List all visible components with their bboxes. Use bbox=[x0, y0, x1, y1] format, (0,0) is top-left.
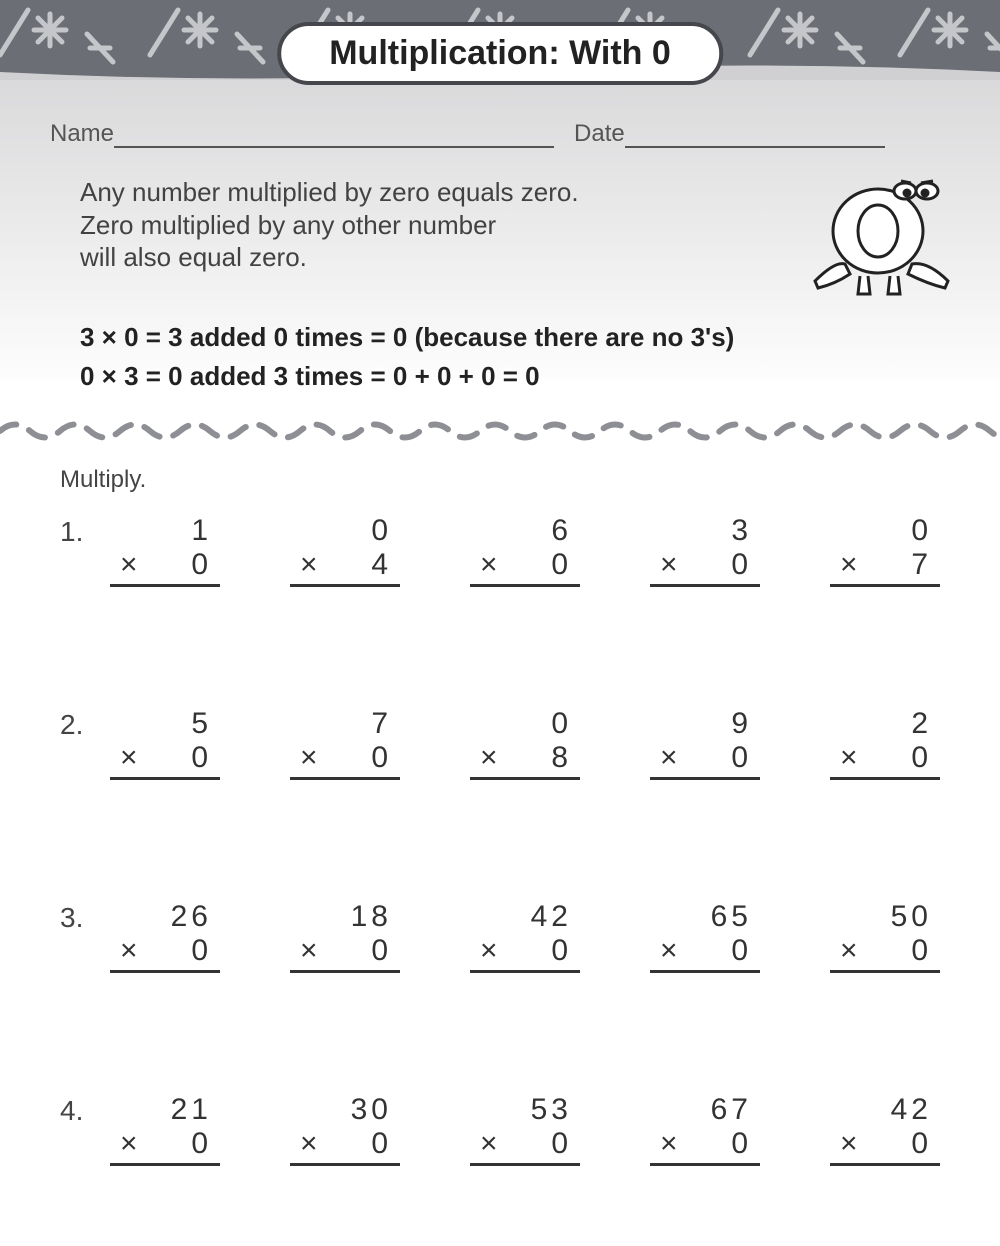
multiplication-problem[interactable]: 7×0 bbox=[290, 707, 400, 780]
row-problems: 21×030×053×067×042×0 bbox=[110, 1093, 940, 1166]
multiplicand: 65 bbox=[650, 900, 760, 934]
multiplicand: 0 bbox=[470, 707, 580, 741]
multiplication-problem[interactable]: 1×0 bbox=[110, 514, 220, 587]
intro-line-3: will also equal zero. bbox=[80, 241, 780, 274]
multiplicand: 18 bbox=[290, 900, 400, 934]
multiplication-problem[interactable]: 0×7 bbox=[830, 514, 940, 587]
multiplication-problem[interactable]: 42×0 bbox=[470, 900, 580, 973]
multiplication-problem[interactable]: 65×0 bbox=[650, 900, 760, 973]
problems-grid: 1.1×00×46×03×00×72.5×07×00×89×02×03.26×0… bbox=[50, 514, 950, 1246]
multiplier-row: ×0 bbox=[650, 1127, 760, 1166]
problem-row: 2.5×07×00×89×02×0 bbox=[60, 707, 940, 780]
multiplier-row: ×0 bbox=[110, 934, 220, 973]
multiplicand: 30 bbox=[290, 1093, 400, 1127]
multiplicand: 3 bbox=[650, 514, 760, 548]
tear-divider bbox=[0, 416, 1000, 446]
multiplier-row: ×0 bbox=[470, 1127, 580, 1166]
date-label: Date bbox=[574, 120, 625, 148]
multiplicand: 53 bbox=[470, 1093, 580, 1127]
multiplier-row: ×0 bbox=[110, 1127, 220, 1166]
worksheet-page: Multiplication: With 0 Name Date Any num… bbox=[0, 0, 1000, 1246]
row-problems: 26×018×042×065×050×0 bbox=[110, 900, 940, 973]
name-label: Name bbox=[50, 120, 114, 148]
multiplicand: 21 bbox=[110, 1093, 220, 1127]
multiplier-row: ×0 bbox=[110, 548, 220, 587]
multiplier-row: ×0 bbox=[830, 741, 940, 780]
multiplicand: 42 bbox=[470, 900, 580, 934]
multiplicand: 42 bbox=[830, 1093, 940, 1127]
multiplication-problem[interactable]: 6×0 bbox=[470, 514, 580, 587]
row-number: 3. bbox=[60, 900, 110, 934]
multiplicand: 1 bbox=[110, 514, 220, 548]
date-input-line[interactable] bbox=[625, 122, 885, 148]
example-2: 0 × 3 = 0 added 3 times = 0 + 0 + 0 = 0 bbox=[80, 357, 950, 396]
multiplication-problem[interactable]: 3×0 bbox=[650, 514, 760, 587]
intro-section: Any number multiplied by zero equals zer… bbox=[50, 176, 950, 296]
multiplication-problem[interactable]: 9×0 bbox=[650, 707, 760, 780]
multiplier-row: ×8 bbox=[470, 741, 580, 780]
multiplicand: 9 bbox=[650, 707, 760, 741]
multiplier-row: ×0 bbox=[650, 934, 760, 973]
multiplication-problem[interactable]: 5×0 bbox=[110, 707, 220, 780]
name-input-line[interactable] bbox=[114, 122, 554, 148]
date-field[interactable]: Date bbox=[574, 120, 885, 148]
problem-row: 4.21×030×053×067×042×0 bbox=[60, 1093, 940, 1166]
multiplier-row: ×0 bbox=[650, 741, 760, 780]
worked-examples: 3 × 0 = 3 added 0 times = 0 (because the… bbox=[50, 318, 950, 396]
name-date-row: Name Date bbox=[50, 80, 950, 148]
multiplication-problem[interactable]: 42×0 bbox=[830, 1093, 940, 1166]
multiplicand: 26 bbox=[110, 900, 220, 934]
multiplication-problem[interactable]: 2×0 bbox=[830, 707, 940, 780]
multiplier-row: ×4 bbox=[290, 548, 400, 587]
multiplier-row: ×0 bbox=[470, 934, 580, 973]
row-problems: 1×00×46×03×00×7 bbox=[110, 514, 940, 587]
multiplier-row: ×0 bbox=[110, 741, 220, 780]
multiplication-problem[interactable]: 67×0 bbox=[650, 1093, 760, 1166]
multiplication-problem[interactable]: 18×0 bbox=[290, 900, 400, 973]
multiplier-row: ×0 bbox=[650, 548, 760, 587]
multiplication-problem[interactable]: 50×0 bbox=[830, 900, 940, 973]
multiplicand: 0 bbox=[830, 514, 940, 548]
multiplier-row: ×0 bbox=[830, 1127, 940, 1166]
multiplicand: 0 bbox=[290, 514, 400, 548]
multiplier-row: ×0 bbox=[470, 548, 580, 587]
multiplicand: 6 bbox=[470, 514, 580, 548]
multiplicand: 7 bbox=[290, 707, 400, 741]
name-field[interactable]: Name bbox=[50, 120, 554, 148]
instruction-text: Multiply. bbox=[60, 466, 950, 494]
row-number: 4. bbox=[60, 1093, 110, 1127]
example-1: 3 × 0 = 3 added 0 times = 0 (because the… bbox=[80, 318, 950, 357]
row-number: 2. bbox=[60, 707, 110, 741]
intro-line-2: Zero multiplied by any other number bbox=[80, 209, 780, 242]
problems-section: Multiply. 1.1×00×46×03×00×72.5×07×00×89×… bbox=[0, 466, 1000, 1246]
content-area: Name Date Any number multiplied by zero … bbox=[0, 80, 1000, 396]
zero-mascot-icon bbox=[800, 176, 950, 296]
multiplication-problem[interactable]: 26×0 bbox=[110, 900, 220, 973]
multiplication-problem[interactable]: 0×4 bbox=[290, 514, 400, 587]
multiplication-problem[interactable]: 30×0 bbox=[290, 1093, 400, 1166]
multiplier-row: ×7 bbox=[830, 548, 940, 587]
multiplier-row: ×0 bbox=[290, 934, 400, 973]
multiplication-problem[interactable]: 21×0 bbox=[110, 1093, 220, 1166]
multiplicand: 50 bbox=[830, 900, 940, 934]
multiplication-problem[interactable]: 53×0 bbox=[470, 1093, 580, 1166]
multiplicand: 67 bbox=[650, 1093, 760, 1127]
row-problems: 5×07×00×89×02×0 bbox=[110, 707, 940, 780]
multiplication-problem[interactable]: 0×8 bbox=[470, 707, 580, 780]
worksheet-title: Multiplication: With 0 bbox=[277, 22, 723, 85]
row-number: 1. bbox=[60, 514, 110, 548]
multiplicand: 2 bbox=[830, 707, 940, 741]
multiplier-row: ×0 bbox=[830, 934, 940, 973]
multiplier-row: ×0 bbox=[290, 1127, 400, 1166]
intro-text: Any number multiplied by zero equals zer… bbox=[50, 176, 780, 274]
multiplicand: 5 bbox=[110, 707, 220, 741]
multiplier-row: ×0 bbox=[290, 741, 400, 780]
problem-row: 1.1×00×46×03×00×7 bbox=[60, 514, 940, 587]
problem-row: 3.26×018×042×065×050×0 bbox=[60, 900, 940, 973]
intro-line-1: Any number multiplied by zero equals zer… bbox=[80, 176, 780, 209]
